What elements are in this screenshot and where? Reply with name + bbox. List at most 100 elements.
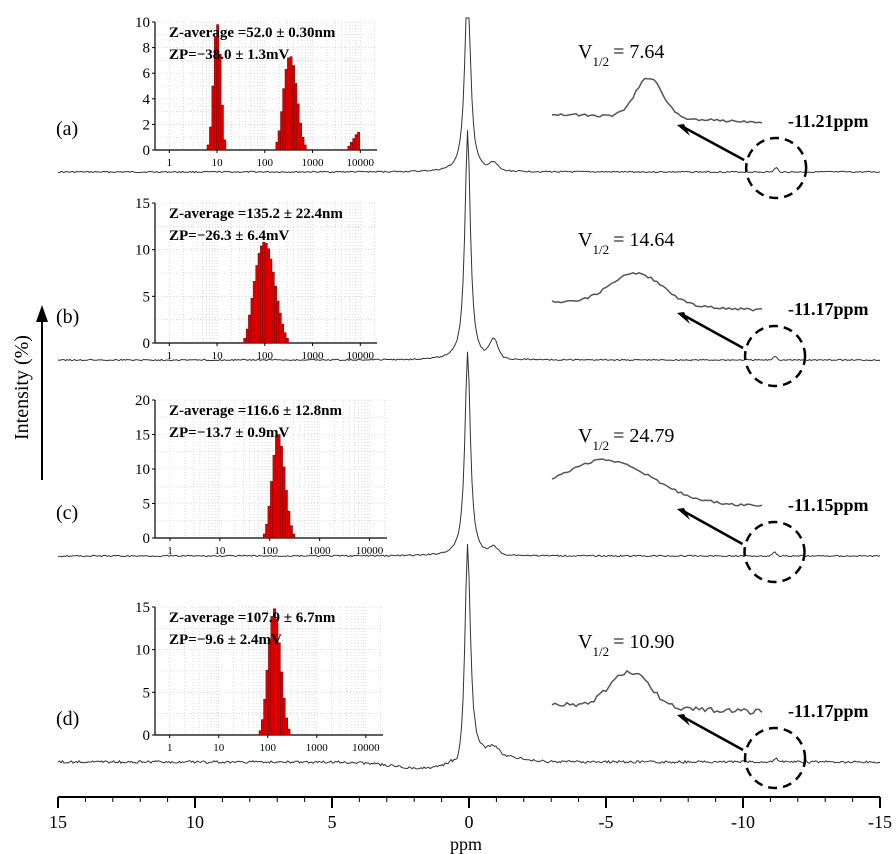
inset-y-tick-label: 4 [143, 92, 151, 108]
inset-x-tick-label: 100 [260, 742, 277, 754]
inset-x-tick-label: 1000 [306, 742, 329, 754]
dls-bar [277, 434, 281, 539]
peak-highlight-circle [743, 726, 807, 790]
inset-y-tick-label: 15 [135, 196, 150, 212]
dls-bar [267, 248, 270, 344]
inset-x-tick-label: 100 [257, 157, 274, 169]
inset-x-tick-label: 1000 [302, 350, 325, 362]
dls-bar [289, 56, 293, 151]
dls-bar [216, 24, 220, 151]
inset-annotation-z-average: Z-average =107.9 ± 6.7nm [169, 610, 336, 626]
dls-bar [287, 57, 290, 151]
y-axis: Intensity (%) [11, 305, 48, 480]
dls-bar [274, 285, 277, 344]
inset-annotation-zeta: ZP=−9.6 ± 2.4mV [169, 632, 282, 648]
peak-highlight-circle [743, 520, 806, 584]
dls-bar [270, 481, 274, 539]
x-axis-tick-label: 5 [328, 812, 337, 832]
dls-bar [277, 130, 281, 151]
dls-bar [282, 698, 286, 736]
dls-bar [223, 139, 227, 151]
dls-bar [273, 608, 276, 736]
inset-y-tick-label: 8 [143, 41, 151, 57]
x-axis-label: ppm [450, 834, 482, 854]
enlarged-peak-line [551, 669, 763, 715]
dls-bar [354, 134, 358, 151]
inset-x-tick-label: 1 [167, 350, 173, 362]
inset-y-tick-label: 5 [143, 289, 151, 305]
inset-x-tick-label: 10 [214, 545, 226, 557]
y-axis-label: Intensity (%) [11, 335, 33, 440]
inset-x-tick-label: 100 [257, 350, 274, 362]
v-half-label: V1/2 = 7.64 [578, 41, 664, 69]
dls-bar [276, 300, 280, 344]
dls-bar [260, 245, 263, 344]
inset-y-tick-label: 10 [135, 643, 150, 659]
inset-x-tick-label: 1000 [309, 545, 332, 557]
dls-bar [248, 314, 251, 344]
inset-y-tick-label: 2 [143, 117, 151, 133]
dls-bar [264, 242, 268, 344]
spectrum-label: (c) [56, 502, 78, 524]
x-axis-tick-label: 10 [186, 812, 204, 832]
zoom-arrowhead [677, 312, 690, 324]
dls-bar [255, 265, 259, 344]
spectrum: (b) -11.17ppm V1/2 = 14.64 [56, 130, 881, 388]
spectrum: (c) -11.15ppm V1/2 = 24.79 [56, 351, 881, 584]
inset-x-tick-label: 10000 [347, 350, 375, 362]
dls-bar [282, 466, 286, 539]
x-axis-tick-label: -15 [868, 812, 892, 832]
dls-bar [275, 437, 279, 539]
peak-ppm-label: -11.15ppm [788, 495, 869, 515]
inset-y-tick-label: 20 [135, 393, 150, 409]
dls-bar [218, 53, 222, 151]
inset-x-tick-label: 10 [212, 157, 224, 169]
dls-bar [284, 69, 288, 151]
spectrum-label: (d) [56, 708, 79, 730]
enlarged-peak-line [552, 77, 763, 124]
dls-bar [271, 271, 275, 344]
dls-bar [292, 533, 296, 539]
inset-annotation-z-average: Z-average =116.6 ± 12.8nm [169, 403, 343, 419]
peak-ppm-label: -11.17ppm [788, 701, 869, 721]
enlarged-peak-line [551, 271, 762, 312]
inset-y-tick-label: 10 [135, 15, 150, 31]
dls-bar [267, 506, 271, 539]
spectrum: (a) -11.21ppm V1/2 = 7.64 [56, 17, 881, 200]
dls-bar [287, 510, 291, 539]
spectrum-line [57, 543, 881, 770]
dls-bar [296, 103, 300, 151]
spectrum-line [57, 17, 881, 174]
v-half-label: V1/2 = 24.79 [578, 425, 674, 453]
y-axis-arrowhead [36, 305, 48, 322]
dls-bar [352, 138, 356, 151]
zoom-arrowhead [677, 508, 690, 520]
dls-bar [280, 671, 284, 736]
dls-bar [278, 312, 282, 344]
inset-annotation-z-average: Z-average =52.0 ± 0.30nm [169, 25, 336, 41]
dls-bar [262, 241, 266, 344]
dls-inset: 0 2 4 6 8 10 1 10 100 1000 10000 Z-average =52.0 ± … [135, 15, 377, 169]
dls-bar [281, 324, 285, 344]
inset-y-tick-label: 5 [143, 685, 151, 701]
inset-x-tick-label: 10 [213, 742, 225, 754]
dls-bar [257, 253, 261, 344]
dls-inset: 0 5 10 15 20 1 10 100 1000 10000 Z-average =116.6 … [135, 393, 387, 557]
spectra-group: (a) -11.21ppm V1/2 = 7.64 (b) -11.17ppm V1/2 = … [56, 17, 881, 790]
x-axis-tick-label: -10 [731, 812, 755, 832]
inset-y-tick-label: 0 [143, 728, 151, 744]
dls-bar [349, 142, 353, 151]
dls-bar [263, 698, 267, 736]
inset-x-tick-label: 10000 [347, 157, 375, 169]
inset-y-tick-label: 15 [135, 600, 150, 616]
inset-y-tick-label: 10 [135, 462, 150, 478]
spectrum-line [57, 130, 881, 362]
inset-x-tick-label: 1 [167, 157, 173, 169]
zoom-arrow [684, 126, 745, 162]
spectrum-label: (a) [56, 118, 78, 140]
dls-bar [261, 719, 264, 736]
peak-ppm-label: -11.17ppm [788, 299, 869, 319]
inset-annotation-zeta: ZP=−13.7 ± 0.9mV [169, 425, 289, 441]
zoom-arrow [684, 314, 744, 350]
